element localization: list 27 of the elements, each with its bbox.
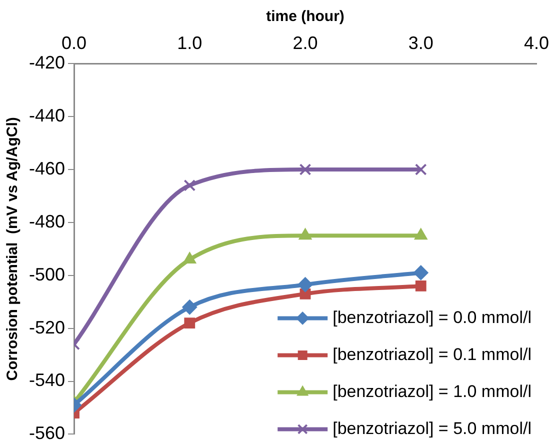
legend-label: [benzotriazol] = 0.1 mmol/l [332,344,532,364]
y-axis-title: Corrosion potential (mV vs Ag/AgCl) [4,117,22,381]
x-tick-label: 2.0 [292,32,318,53]
x-tick-label: 1.0 [177,32,202,53]
point [184,179,196,192]
x-tick-label: 3.0 [408,32,434,53]
y-tick-label: -540 [28,370,66,390]
point [413,265,428,280]
y-tick-label: -500 [28,264,66,284]
x-tick-label: 0.0 [62,32,87,53]
point [415,280,426,292]
y-tick-label: -480 [28,211,66,232]
point [298,277,313,292]
point [182,300,198,315]
point [299,164,312,176]
legend-label: [benzotriazol] = 0.0 mmol/l [332,308,532,327]
legend-label: [benzotriazol] = 1.0 mmol/l [332,382,532,401]
x-tick-label: 4.0 [524,32,550,53]
y-tick-label: -560 [28,423,66,444]
point [184,318,196,328]
point [414,164,427,176]
y-tick-label: -440 [28,106,66,126]
y-tick-label: -520 [28,317,66,338]
x-axis-title: time (hour) [266,8,344,26]
y-tick-label: -420 [28,52,66,73]
legend-label: [benzotriazol] = 5.0 mmol/l [332,418,532,438]
y-tick-label: -460 [28,158,66,178]
